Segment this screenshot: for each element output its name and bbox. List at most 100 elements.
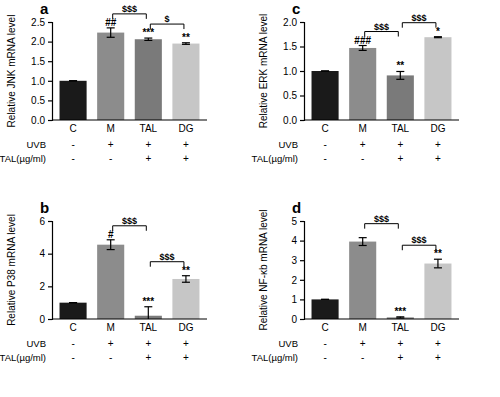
y-axis: 0.00.51.01.52.0 (283, 17, 304, 126)
condition-value: - (323, 139, 326, 150)
x-tick: C (321, 322, 328, 333)
error-cap (434, 37, 442, 38)
condition-value: + (108, 338, 114, 349)
error-cap (359, 50, 367, 51)
plot-area (312, 37, 452, 120)
comparison-label: $$$ (412, 235, 427, 245)
error-cap (69, 80, 77, 81)
y-tick-mark (300, 120, 304, 121)
x-tick: C (69, 322, 76, 333)
y-tick: 0.0 (31, 115, 52, 126)
significance-label: ** (396, 60, 404, 71)
y-axis-line (300, 23, 305, 121)
condition-value: + (360, 338, 366, 349)
panel: aRelative JNK mRNA level0.00.51.01.52.02… (0, 0, 207, 164)
x-axis-line (52, 119, 207, 120)
y-axis-title: Relative JNK mRNA level (6, 15, 17, 128)
x-axis-line (304, 119, 459, 120)
y-tick-label: 3 (291, 255, 297, 266)
y-tick: 2.0 (31, 36, 52, 47)
x-tick: DG (178, 322, 193, 333)
y-axis-line (48, 222, 53, 320)
error-line (400, 71, 401, 79)
y-tick-label: 0.5 (31, 95, 45, 106)
x-tick: TAL (140, 322, 158, 333)
condition-value: - (361, 153, 364, 164)
y-tick-label: 1 (291, 294, 297, 305)
y-tick-mark (300, 299, 304, 300)
condition-value: - (323, 352, 326, 363)
x-axis-line (304, 318, 459, 319)
plot-area (60, 28, 200, 120)
x-tick: TAL (392, 123, 410, 134)
comparison-bracket (113, 226, 147, 231)
error-bar (144, 38, 152, 40)
condition-value: + (435, 338, 441, 349)
bar (60, 81, 87, 120)
x-tick: DG (178, 123, 193, 134)
x-tick-label: DG (430, 322, 445, 333)
y-axis-line (48, 23, 53, 121)
comparison-bracket (402, 245, 436, 250)
comparison-label: $$$ (122, 216, 137, 226)
bar (97, 33, 124, 120)
x-axis-line (52, 318, 207, 319)
error-bar (396, 317, 404, 318)
x-tick-label: TAL (392, 123, 410, 134)
x-tick: DG (430, 123, 445, 134)
condition-value: + (183, 153, 189, 164)
y-axis-title: Relative ERK mRNA level (258, 14, 269, 128)
comparison-bracket (113, 14, 147, 19)
y-tick-mark (48, 41, 52, 42)
y-tick-label: 2 (291, 275, 297, 286)
y-tick-label: 2.0 (283, 17, 297, 28)
panel-label: d (292, 199, 301, 216)
error-cap (144, 40, 152, 41)
comparison-label: $$$ (374, 22, 389, 32)
x-tick-label: TAL (140, 322, 158, 333)
y-tick-mark (300, 319, 304, 320)
condition-name: TAL(µg/ml) (0, 352, 46, 363)
y-tick-mark (48, 221, 52, 222)
comparison-bracket (150, 262, 184, 267)
panel: cRelative ERK mRNA level0.00.51.01.52.0C… (252, 0, 459, 164)
y-tick-mark (48, 22, 52, 23)
condition-value: - (109, 153, 112, 164)
y-tick-mark (300, 260, 304, 261)
error-bar (321, 299, 329, 300)
y-tick-label: 1.5 (283, 41, 297, 52)
error-bar (107, 240, 115, 250)
significance-label: ** (182, 265, 190, 276)
y-tick: 3 (291, 255, 304, 266)
condition-value: + (145, 352, 151, 363)
y-tick-mark (48, 286, 52, 287)
y-tick-mark (48, 81, 52, 82)
y-axis-title: Relative NF-κb mRNA level (258, 209, 269, 330)
x-tick: C (69, 123, 76, 134)
error-cap (359, 237, 367, 238)
condition-value: + (108, 139, 114, 150)
error-line (110, 240, 111, 250)
y-axis-line (300, 222, 305, 320)
error-bar (107, 28, 115, 37)
y-tick-label: 2 (39, 281, 45, 292)
x-tick: TAL (140, 123, 158, 134)
condition-value: + (183, 139, 189, 150)
x-tick: TAL (392, 322, 410, 333)
x-tick: M (107, 322, 115, 333)
condition-value: - (71, 338, 74, 349)
condition-value: + (397, 352, 403, 363)
bar (135, 39, 162, 120)
y-tick-label: 0.5 (283, 90, 297, 101)
y-tick: 1 (291, 294, 304, 305)
y-tick: 6 (39, 216, 52, 227)
error-bar (69, 302, 77, 303)
comparison-bracket (365, 224, 399, 229)
condition-name: TAL(µg/ml) (252, 153, 298, 164)
y-tick-mark (48, 319, 52, 320)
condition-value: + (435, 139, 441, 150)
condition-name: UVB (278, 338, 298, 349)
y-tick: 0.5 (31, 95, 52, 106)
y-tick-label: 2.0 (31, 36, 45, 47)
plot-area (312, 238, 452, 319)
